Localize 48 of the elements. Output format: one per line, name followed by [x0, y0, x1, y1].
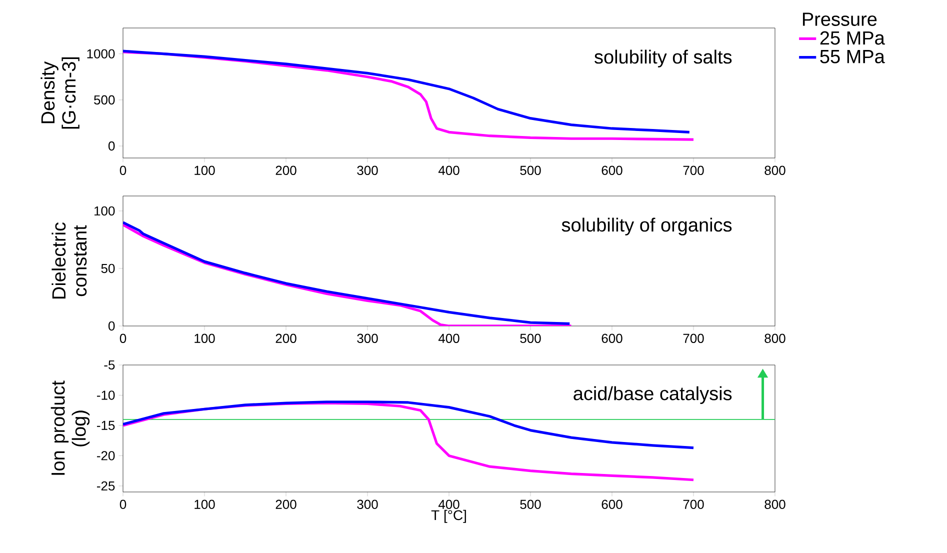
x-tick-label: 600 [602, 166, 622, 175]
legend-title: Pressure [802, 12, 877, 26]
x-tick-label: 200 [276, 500, 296, 509]
x-tick-label: 300 [357, 500, 378, 509]
y-tick-label: 100 [94, 206, 115, 216]
x-tick-label: 0 [120, 500, 126, 509]
y-tick-label: -20 [97, 451, 115, 460]
x-tick-label: 700 [683, 500, 704, 509]
x-tick-label: 500 [520, 500, 541, 509]
annotation: acid/base catalysis [574, 386, 732, 404]
x-tick-label: 300 [357, 166, 378, 175]
annotation: solubility of salts [594, 50, 732, 68]
x-tick-label: 100 [194, 500, 215, 509]
x-axis-title: T [°C] [431, 510, 466, 523]
y-tick-label: -10 [97, 390, 115, 400]
y-tick-label: -25 [97, 481, 115, 491]
x-tick-label: 400 [438, 334, 460, 343]
x-tick-label: 500 [520, 166, 541, 175]
y-tick-label: -15 [97, 420, 115, 430]
y-tick-label: -5 [104, 360, 115, 370]
y-axis-title: Dielectric constant [52, 222, 87, 298]
x-tick-label: 800 [764, 334, 786, 343]
x-tick-label: 600 [602, 334, 622, 343]
x-tick-label: 800 [764, 500, 786, 509]
y-axis-title: Ion product (log) [50, 380, 90, 475]
legend-label: 55 MPa [820, 50, 885, 64]
x-tick-label: 200 [276, 334, 296, 343]
x-tick-label: 700 [683, 166, 704, 175]
x-tick-label: 800 [764, 166, 786, 175]
y-tick-label: 1000 [87, 49, 115, 58]
x-tick-label: 100 [194, 166, 215, 175]
annotation: solubility of organics [562, 218, 732, 236]
x-tick-label: 500 [520, 334, 541, 343]
y-axis-title: Density [G·cm-3] [40, 57, 80, 129]
y-tick-label: 0 [108, 141, 115, 151]
x-tick-label: 700 [683, 334, 704, 343]
x-tick-label: 100 [194, 334, 215, 343]
x-tick-label: 300 [357, 334, 378, 343]
y-tick-label: 0 [108, 321, 115, 331]
x-tick-label: 600 [602, 500, 622, 509]
x-tick-label: 400 [438, 500, 460, 509]
y-tick-label: 500 [94, 95, 115, 105]
x-tick-label: 400 [438, 166, 460, 175]
legend-label: 25 MPa [820, 31, 885, 45]
x-tick-label: 200 [276, 166, 296, 175]
x-tick-label: 0 [120, 334, 126, 343]
x-tick-label: 0 [120, 166, 126, 175]
y-tick-label: 50 [101, 264, 115, 274]
